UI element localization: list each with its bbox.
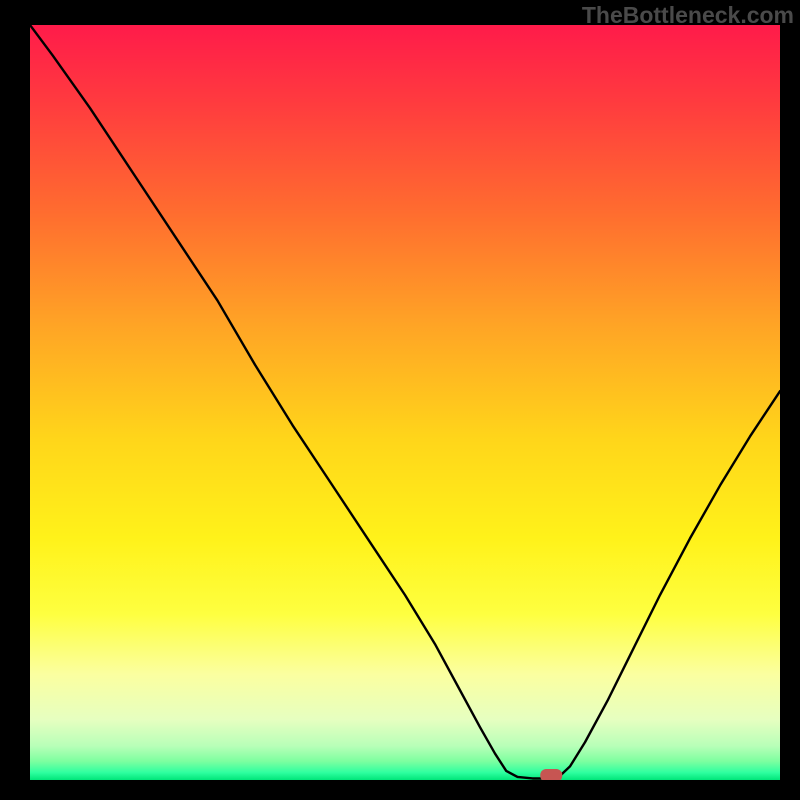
gradient-background bbox=[30, 25, 780, 780]
watermark-text: TheBottleneck.com bbox=[582, 2, 794, 29]
optimal-point-marker bbox=[540, 769, 562, 780]
chart-frame: TheBottleneck.com bbox=[0, 0, 800, 800]
chart-svg bbox=[30, 25, 780, 780]
plot-area bbox=[30, 25, 780, 780]
